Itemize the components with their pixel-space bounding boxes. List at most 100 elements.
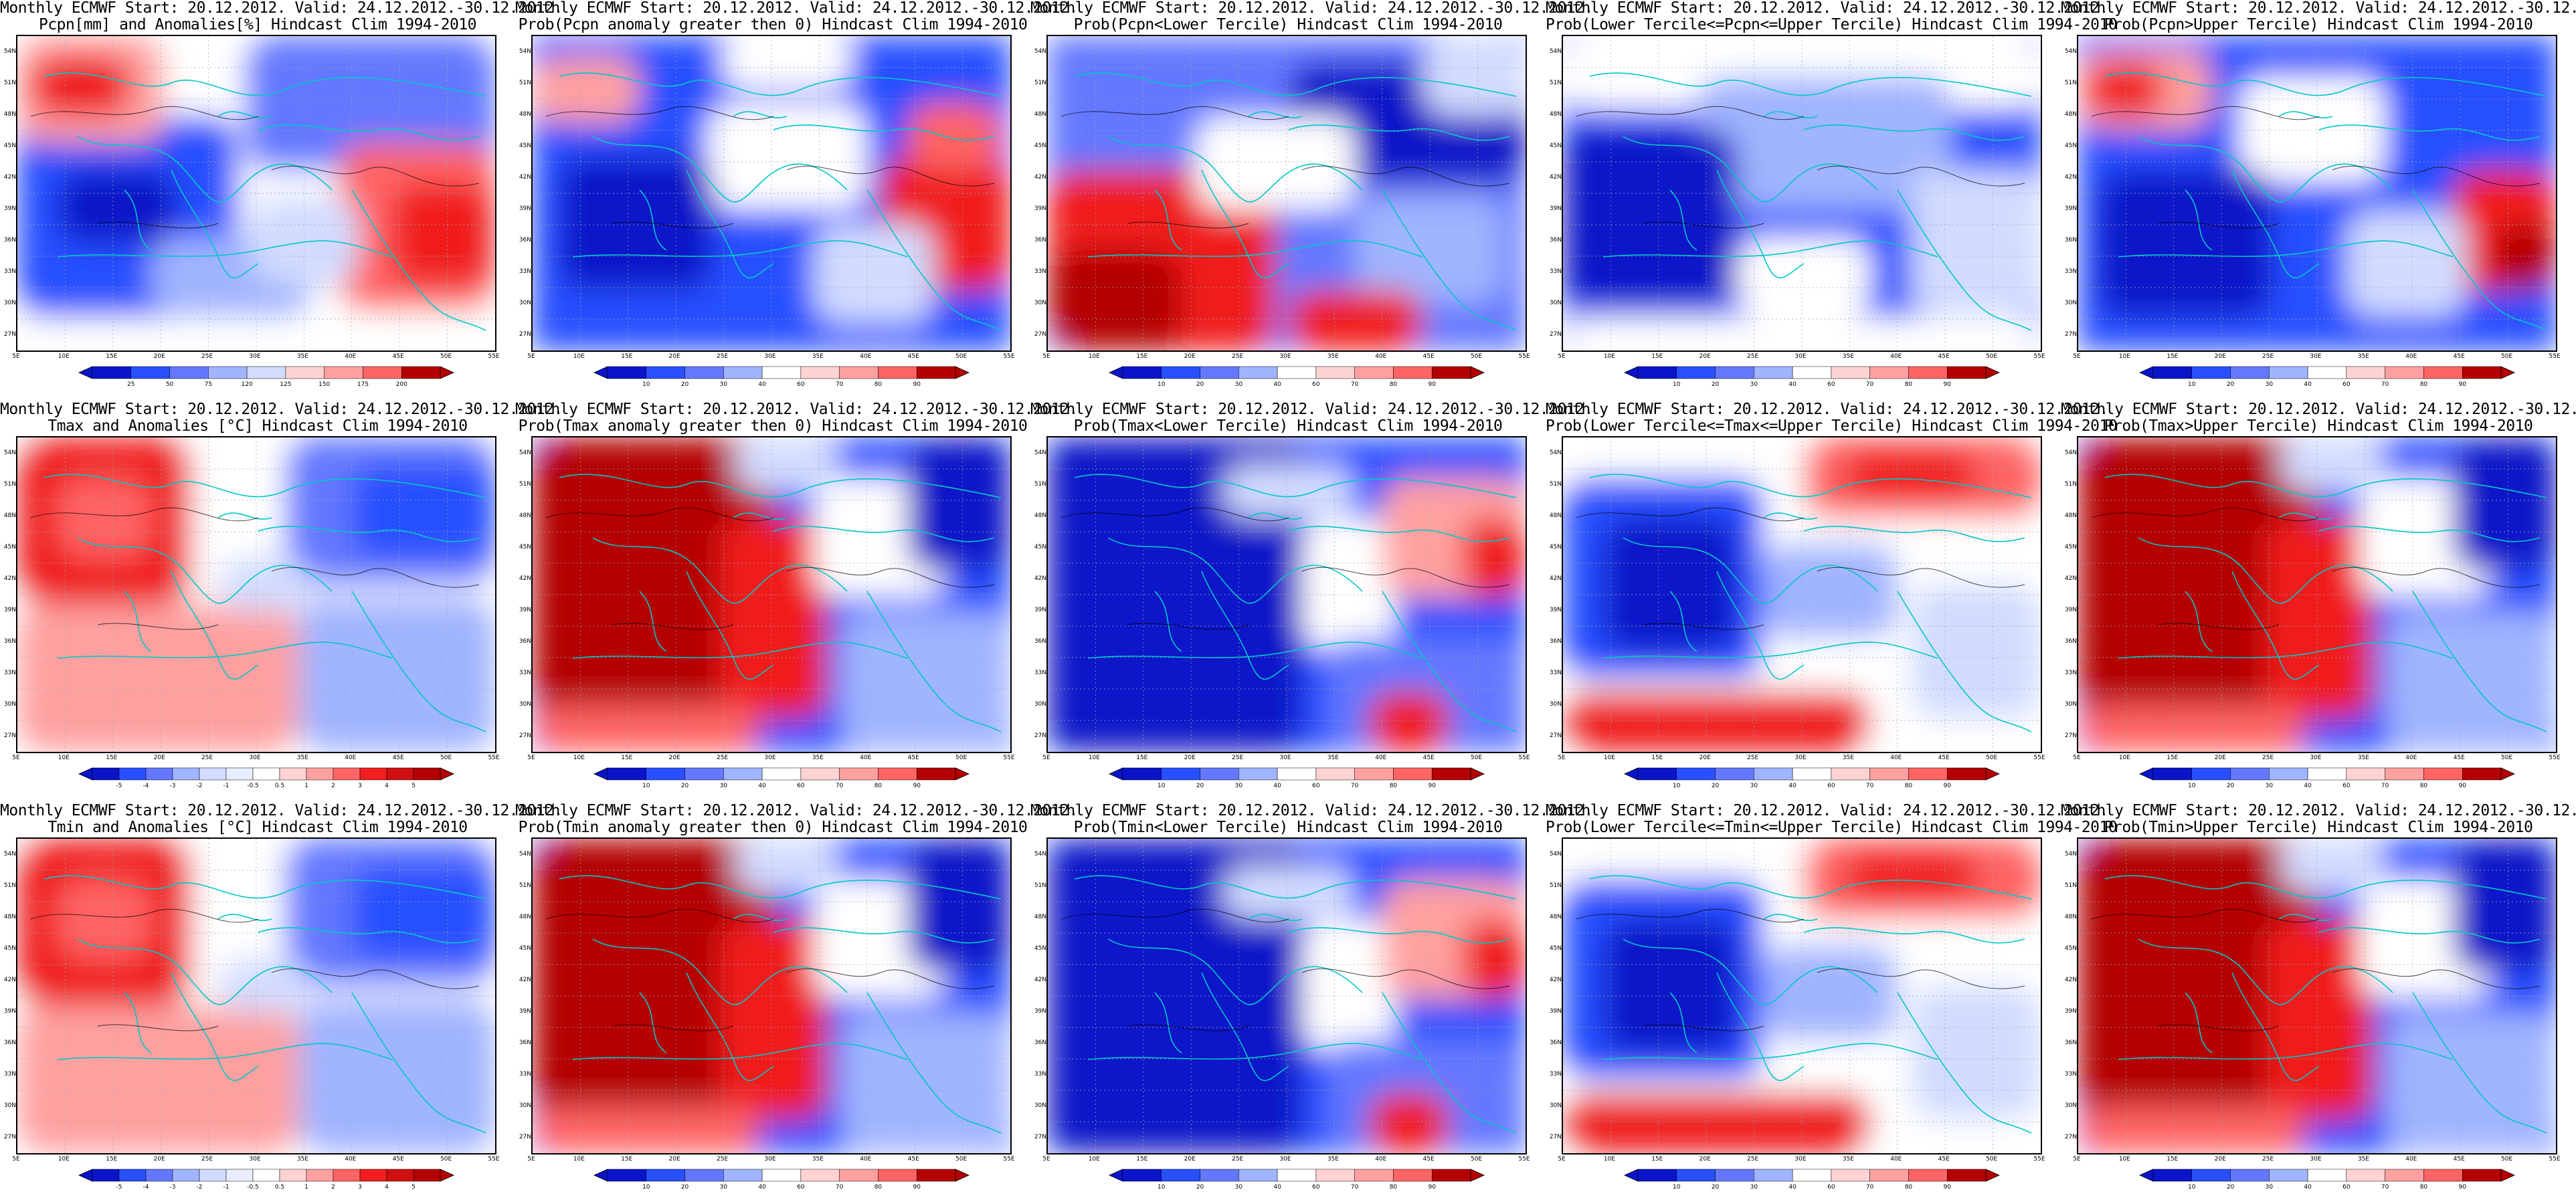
longitude-tick-label: 55E — [488, 755, 500, 761]
colorbar-tick-label: 80 — [1389, 1184, 1398, 1191]
latitude-tick-label: 39N — [2064, 607, 2077, 613]
latitude-tick-label: 33N — [1549, 670, 1562, 676]
latitude-tick-label: 30N — [1034, 1102, 1046, 1109]
longitude-tick-label: 45E — [907, 755, 919, 761]
map-fill — [2078, 36, 2556, 350]
panel-title-line1: Monthly ECMWF Start: 20.12.2012. Valid: … — [0, 401, 563, 418]
longitude-tick-label: 55E — [1518, 1156, 1530, 1163]
latitude-tick-label: 45N — [3, 945, 16, 952]
latitude-tick-label: 45N — [1034, 142, 1046, 149]
panel-title-line1: Monthly ECMWF Start: 20.12.2012. Valid: … — [1030, 401, 1593, 418]
longitude-tick-label: 55E — [2033, 1156, 2045, 1163]
latitude-tick-label: 30N — [1549, 701, 1562, 708]
map-area — [1046, 436, 1527, 753]
longitude-tick-label: 45E — [1422, 755, 1435, 761]
map-fill — [533, 36, 1010, 350]
longitude-tick-label: 30E — [249, 755, 261, 761]
longitude-tick-label: 40E — [1890, 1156, 1902, 1163]
panel-title-line2: Prob(Tmax anomaly greater then 0) Hindca… — [518, 417, 1028, 435]
longitude-tick-label: 10E — [1088, 1156, 1100, 1163]
latitude-tick-label: 36N — [1034, 638, 1046, 645]
longitude-tick-label: 5E — [1558, 1156, 1566, 1163]
longitude-tick-label: 50E — [1471, 353, 1483, 360]
panel-title-line2: Prob(Pcpn anomaly greater then 0) Hindca… — [518, 16, 1028, 33]
colorbar-tick-label: -4 — [143, 1184, 149, 1191]
latitude-tick-label: 39N — [3, 205, 16, 212]
map-area — [16, 35, 496, 352]
colorbar-tick-label: 40 — [1788, 783, 1797, 789]
longitude-tick-label: 10E — [2118, 755, 2130, 761]
colorbar-tick-label: 175 — [357, 381, 369, 388]
latitude-tick-label: 36N — [519, 1039, 531, 1046]
latitude-tick-label: 54N — [519, 48, 531, 55]
longitude-tick-label: 30E — [764, 353, 776, 360]
colorbar-tick-label: 10 — [642, 381, 650, 388]
longitude-tick-label: 25E — [2262, 353, 2274, 360]
longitude-tick-label: 10E — [1603, 1156, 1615, 1163]
colorbar-tick-label: 40 — [1273, 1184, 1281, 1191]
map-fill — [1563, 839, 2041, 1153]
colorbar-tick-label: -3 — [169, 1184, 176, 1191]
latitude-tick-label: 48N — [2064, 111, 2077, 118]
longitude-tick-label: 30E — [2310, 755, 2322, 761]
panel-title-line1: Monthly ECMWF Start: 20.12.2012. Valid: … — [515, 802, 1078, 819]
latitude-tick-label: 30N — [1034, 300, 1046, 306]
latitude-tick-label: 36N — [1549, 237, 1562, 243]
colorbar-tick-label: 30 — [1234, 1184, 1243, 1191]
latitude-tick-label: 27N — [1549, 331, 1562, 338]
colorbar-tick-label: 70 — [835, 381, 844, 388]
latitude-tick-label: 51N — [1034, 481, 1046, 488]
longitude-tick-label: 20E — [668, 353, 680, 360]
colorbar-tick-label: 20 — [2226, 381, 2235, 388]
longitude-tick-label: 50E — [955, 1156, 968, 1163]
longitude-tick-label: 50E — [1986, 755, 1998, 761]
latitude-tick-label: 48N — [1034, 111, 1046, 118]
map-fill — [533, 839, 1010, 1153]
latitude-tick-label: 48N — [1034, 512, 1046, 519]
colorbar-tick-label: 40 — [758, 381, 766, 388]
colorbar-tick-label: -5 — [116, 1184, 122, 1191]
colorbar-tick-label: 40 — [1788, 1184, 1797, 1191]
latitude-tick-label: 48N — [3, 512, 16, 519]
map-area — [531, 837, 1012, 1155]
longitude-tick-label: 15E — [621, 353, 633, 360]
longitude-tick-label: 45E — [2453, 755, 2465, 761]
colorbar-tick-label: -1 — [223, 1184, 229, 1191]
colorbar-tick-label: 60 — [1312, 783, 1320, 789]
panel-title-line2: Prob(Tmin>Upper Tercile) Hindcast Clim 1… — [2104, 819, 2533, 836]
longitude-tick-label: 25E — [2262, 1156, 2274, 1163]
latitude-tick-label: 54N — [2064, 48, 2077, 55]
latitude-tick-label: 30N — [2064, 300, 2077, 306]
colorbar-tick-label: 60 — [1827, 1184, 1835, 1191]
colorbar-tick-label: 90 — [913, 1184, 921, 1191]
longitude-tick-label: 25E — [1747, 353, 1759, 360]
colorbar-tick-label: 60 — [2342, 783, 2351, 789]
map-panel: Monthly ECMWF Start: 20.12.2012. Valid: … — [1546, 803, 2118, 1204]
longitude-tick-label: 55E — [1518, 755, 1530, 761]
map-fill — [2078, 437, 2556, 752]
latitude-tick-label: 36N — [3, 237, 16, 243]
longitude-tick-label: 30E — [1795, 1156, 1807, 1163]
map-fill — [1048, 839, 1526, 1153]
colorbar-tick-label: 0.5 — [274, 783, 285, 789]
latitude-tick-label: 51N — [2064, 882, 2077, 889]
longitude-tick-label: 15E — [621, 755, 633, 761]
latitude-tick-label: 30N — [3, 300, 16, 306]
map-area — [1046, 35, 1527, 352]
panel-title-line2: Prob(Tmin anomaly greater then 0) Hindca… — [518, 819, 1028, 836]
latitude-tick-label: 45N — [3, 544, 16, 550]
latitude-tick-label: 39N — [1549, 205, 1562, 212]
longitude-tick-label: 25E — [1232, 755, 1244, 761]
latitude-tick-label: 30N — [3, 701, 16, 708]
longitude-tick-label: 20E — [1699, 755, 1711, 761]
colorbar-tick-label: 90 — [913, 783, 921, 789]
longitude-tick-label: 5E — [1558, 755, 1566, 761]
map-area — [1562, 837, 2042, 1155]
colorbar-tick-label: 30 — [2265, 1184, 2274, 1191]
longitude-tick-label: 50E — [955, 755, 968, 761]
latitude-tick-label: 30N — [2064, 701, 2077, 708]
longitude-tick-label: 40E — [1375, 1156, 1387, 1163]
longitude-tick-label: 35E — [2357, 353, 2369, 360]
longitude-tick-label: 45E — [392, 353, 404, 360]
longitude-tick-label: 20E — [668, 755, 680, 761]
